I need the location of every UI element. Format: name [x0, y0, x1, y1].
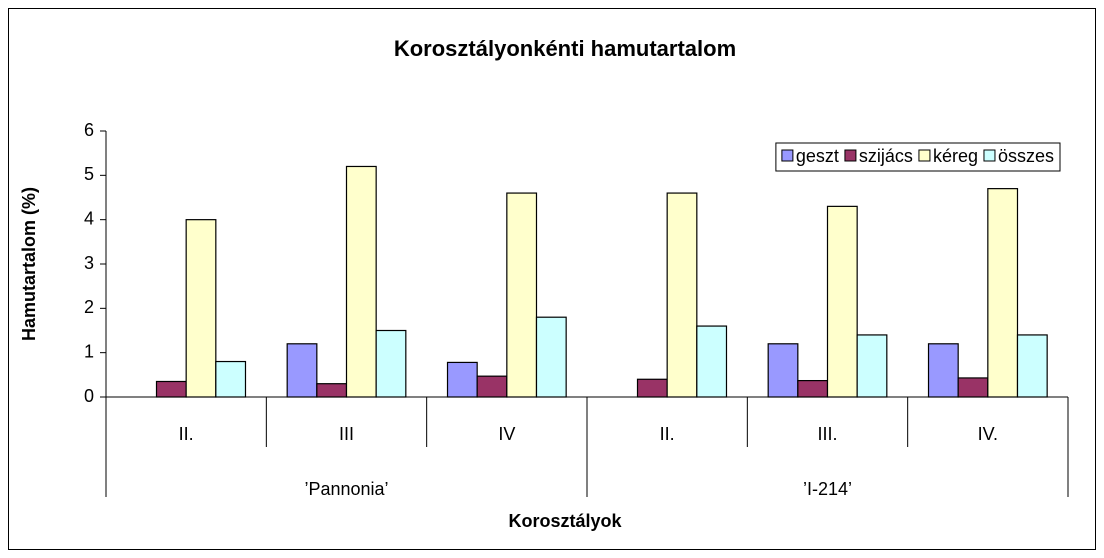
legend-label: kéreg — [933, 146, 978, 166]
bar — [185, 219, 217, 398]
bar — [797, 379, 829, 398]
bar — [1016, 334, 1048, 398]
bar — [286, 343, 318, 398]
bar — [767, 343, 799, 398]
bar — [215, 360, 247, 398]
bar — [957, 377, 989, 398]
bar — [155, 380, 187, 398]
bar — [856, 334, 888, 398]
legend-label: összes — [998, 146, 1054, 166]
x-tick-label: IV — [498, 424, 515, 444]
chart-title: Korosztályonkénti hamutartalom — [394, 36, 736, 61]
y-tick-label: 0 — [84, 386, 94, 406]
bar — [345, 165, 377, 398]
x-tick-label: II. — [660, 424, 675, 444]
bar — [535, 316, 567, 398]
bar — [446, 361, 478, 398]
legend-label: szijács — [859, 146, 913, 166]
legend-swatch — [844, 149, 857, 162]
legend-swatch — [983, 149, 996, 162]
bar — [636, 378, 668, 398]
x-tick-label: IV. — [978, 424, 998, 444]
bar — [987, 188, 1019, 398]
y-tick-label: 4 — [84, 208, 94, 228]
bar — [666, 192, 698, 398]
y-tick-label: 3 — [84, 253, 94, 273]
y-tick-label: 2 — [84, 297, 94, 317]
bar — [696, 325, 728, 398]
bar — [476, 375, 508, 398]
x-axis-title: Korosztályok — [508, 511, 622, 531]
legend-box — [775, 142, 1061, 172]
bar — [506, 192, 538, 398]
x-tick-label: III — [339, 424, 354, 444]
bar — [826, 205, 858, 398]
bar — [927, 343, 959, 398]
bar — [375, 329, 407, 398]
legend-label: geszt — [796, 146, 839, 166]
y-tick-label: 6 — [84, 120, 94, 140]
legend-swatch — [918, 149, 931, 162]
x-tick-label: III. — [817, 424, 837, 444]
legend-swatch — [781, 149, 794, 162]
y-tick-label: 5 — [84, 164, 94, 184]
y-tick-label: 1 — [84, 341, 94, 361]
group-label: ’I-214’ — [803, 479, 852, 499]
bar — [316, 383, 348, 398]
x-tick-label: II. — [179, 424, 194, 444]
y-axis-title: Hamutartalom (%) — [19, 187, 39, 341]
group-label: ’Pannonia’ — [304, 479, 388, 499]
chart-frame — [8, 8, 1096, 550]
